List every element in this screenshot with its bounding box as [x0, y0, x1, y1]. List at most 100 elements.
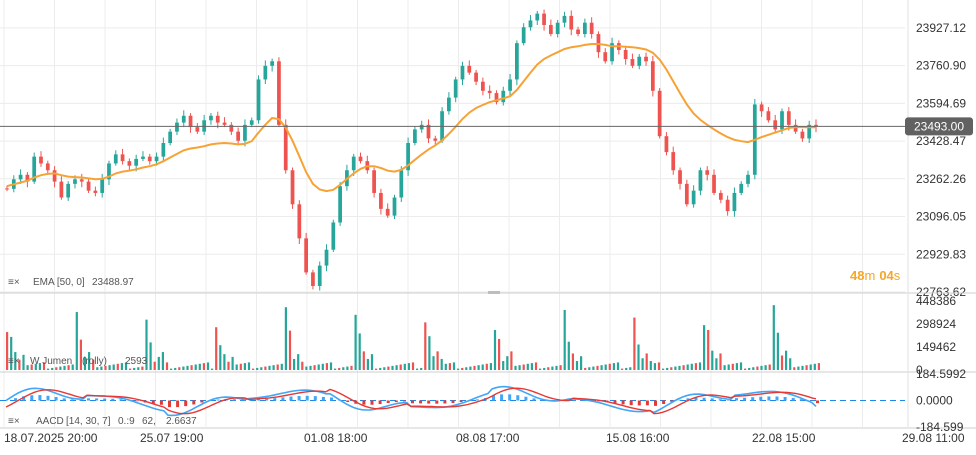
candle-body[interactable] [699, 170, 703, 190]
candle-body[interactable] [658, 91, 662, 136]
candle-body[interactable] [590, 23, 594, 34]
volume-legend-icon[interactable]: ≡× [8, 356, 20, 367]
candle-body[interactable] [223, 123, 227, 125]
candle-body[interactable] [121, 154, 125, 161]
candle-body[interactable] [535, 14, 539, 21]
candle-body[interactable] [331, 222, 335, 249]
candle-body[interactable] [467, 66, 471, 73]
candle-body[interactable] [413, 129, 417, 143]
candle-body[interactable] [304, 238, 308, 272]
candle-body[interactable] [705, 170, 709, 175]
candle-body[interactable] [454, 79, 458, 97]
candle-body[interactable] [66, 184, 70, 198]
candle-body[interactable] [719, 193, 723, 200]
candle-body[interactable] [175, 123, 179, 132]
candle-body[interactable] [155, 157, 159, 162]
candle-body[interactable] [270, 61, 274, 66]
candle-body[interactable] [386, 209, 390, 216]
candle-body[interactable] [665, 136, 669, 152]
candle-body[interactable] [393, 197, 397, 215]
candle-body[interactable] [372, 170, 376, 193]
candle-body[interactable] [420, 125, 424, 130]
candle-body[interactable] [767, 111, 771, 120]
candle-body[interactable] [739, 184, 743, 193]
candle-body[interactable] [128, 161, 132, 166]
candle-body[interactable] [563, 16, 567, 23]
candle-body[interactable] [433, 138, 437, 140]
candle-body[interactable] [678, 170, 682, 184]
candle-body[interactable] [508, 79, 512, 90]
candle-body[interactable] [87, 182, 91, 191]
candle-body[interactable] [161, 143, 165, 157]
candle-body[interactable] [236, 132, 240, 141]
candle-body[interactable] [94, 191, 98, 193]
candle-body[interactable] [644, 57, 648, 62]
candle-body[interactable] [257, 79, 261, 120]
candle-body[interactable] [631, 59, 635, 66]
candle-body[interactable] [461, 66, 465, 80]
candle-body[interactable] [624, 50, 628, 59]
ema-legend[interactable]: ≡× EMA [50, 0] 23488.97 [8, 277, 134, 288]
candle-body[interactable] [671, 152, 675, 170]
candle-body[interactable] [637, 57, 641, 66]
macd-legend[interactable]: ≡× AACD [14, 30, 7] 0.:9 62, 2.6637 [8, 416, 197, 427]
candle-body[interactable] [787, 111, 791, 125]
candle-body[interactable] [46, 163, 50, 170]
candle-body[interactable] [189, 116, 193, 127]
candle-body[interactable] [80, 179, 84, 181]
candle-body[interactable] [53, 170, 57, 181]
macd-panel[interactable] [0, 387, 905, 416]
candle-body[interactable] [250, 120, 254, 125]
candle-body[interactable] [712, 175, 716, 193]
candle-body[interactable] [556, 23, 560, 34]
candle-body[interactable] [195, 127, 199, 132]
candle-body[interactable] [733, 193, 737, 211]
candle-body[interactable] [692, 191, 696, 205]
candle-body[interactable] [134, 159, 138, 166]
candle-body[interactable] [325, 250, 329, 266]
candle-body[interactable] [243, 125, 247, 141]
candle-body[interactable] [726, 200, 730, 211]
candle-body[interactable] [399, 170, 403, 197]
candle-body[interactable] [481, 82, 485, 91]
candle-body[interactable] [182, 116, 186, 123]
candle-body[interactable] [114, 154, 118, 163]
candle-body[interactable] [773, 120, 777, 129]
ema-legend-icon[interactable]: ≡× [8, 277, 20, 288]
candle-body[interactable] [801, 132, 805, 139]
candle-body[interactable] [685, 184, 689, 204]
candle-body[interactable] [515, 43, 519, 79]
candle-body[interactable] [488, 91, 492, 93]
candle-body[interactable] [569, 16, 573, 30]
panel-resize-handle[interactable] [488, 291, 500, 294]
candle-body[interactable] [60, 182, 64, 198]
candle-body[interactable] [19, 175, 23, 180]
candle-body[interactable] [603, 52, 607, 61]
candle-body[interactable] [379, 193, 383, 209]
candle-body[interactable] [549, 25, 553, 34]
price-panel[interactable] [0, 10, 905, 291]
candle-body[interactable] [311, 272, 315, 286]
candle-body[interactable] [277, 61, 281, 125]
candle-body[interactable] [542, 14, 546, 25]
candle-body[interactable] [318, 266, 322, 286]
candle-body[interactable] [229, 125, 233, 132]
candle-body[interactable] [100, 179, 104, 193]
candle-body[interactable] [209, 116, 213, 121]
candle-body[interactable] [73, 179, 77, 184]
candle-body[interactable] [39, 157, 43, 164]
candle-body[interactable] [5, 188, 9, 189]
candle-body[interactable] [263, 66, 267, 80]
candle-body[interactable] [338, 186, 342, 222]
candle-body[interactable] [148, 157, 152, 162]
macd-legend-icon[interactable]: ≡× [8, 416, 20, 427]
candle-body[interactable] [352, 157, 356, 171]
candle-body[interactable] [746, 175, 750, 184]
candle-body[interactable] [576, 30, 580, 35]
candle-body[interactable] [501, 91, 505, 102]
candle-body[interactable] [760, 104, 764, 111]
candle-body[interactable] [141, 157, 145, 159]
candle-body[interactable] [168, 132, 172, 143]
